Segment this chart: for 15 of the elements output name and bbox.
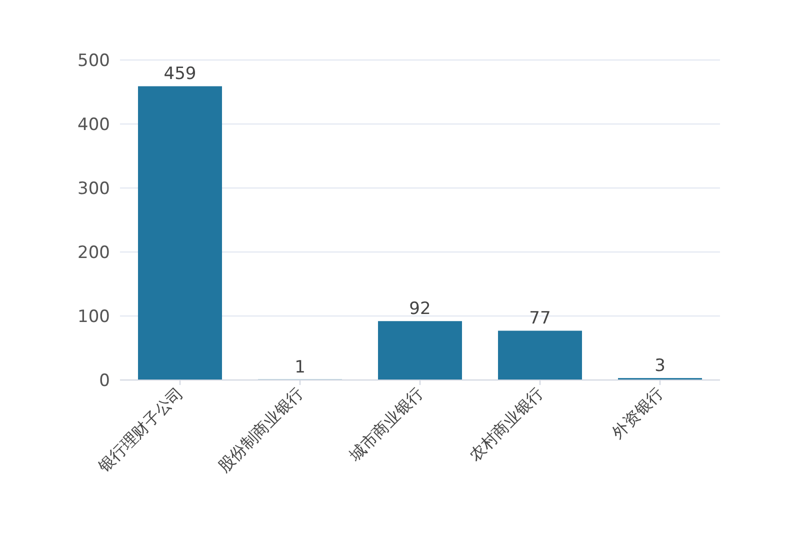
- y-tick-label: 300: [78, 179, 110, 199]
- y-tick-label: 100: [78, 307, 110, 327]
- x-tick-label: 外资银行: [608, 383, 667, 442]
- x-tick-label: 股份制商业银行: [214, 383, 307, 476]
- data-label: 92: [409, 299, 431, 320]
- y-tick-label: 400: [78, 115, 110, 135]
- y-tick-label: 0: [99, 371, 110, 391]
- data-label: 3: [654, 356, 666, 376]
- y-tick-label: 200: [78, 243, 110, 263]
- data-label: 459: [164, 64, 196, 84]
- data-label: 77: [529, 308, 551, 329]
- data-label: 1: [294, 357, 306, 378]
- x-tick-label: 农村商业银行: [466, 383, 547, 465]
- x-tick-label: 城市商业银行: [344, 383, 427, 466]
- y-tick-label: 500: [78, 51, 110, 71]
